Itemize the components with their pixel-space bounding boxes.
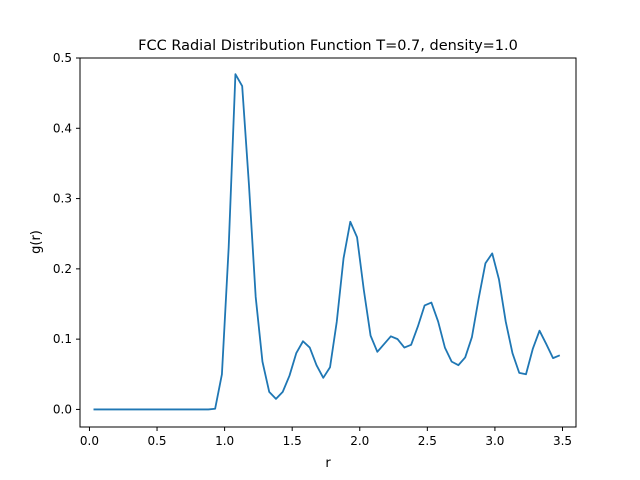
x-tick-label: 0.0	[80, 434, 99, 448]
x-tick-label: 0.5	[147, 434, 166, 448]
axes-frame	[79, 57, 577, 428]
y-tick-label: 0.4	[53, 121, 72, 135]
x-tick-label: 2.5	[418, 434, 437, 448]
series-line	[93, 73, 561, 411]
chart-title: FCC Radial Distribution Function T=0.7, …	[138, 38, 518, 54]
x-tick-label: 1.5	[283, 434, 302, 448]
x-axis-label: r	[325, 456, 331, 471]
plot-area: 0.0 0.5 1.0 1.5 2.0 2.5 3.0 3.5 0.0 0.1 0.2 0.3 0.4 0…	[53, 51, 577, 448]
y-tick-label: 0.0	[53, 402, 72, 416]
y-tick-label: 0.2	[53, 262, 72, 276]
y-tick-label: 0.1	[53, 332, 72, 346]
x-tick-label: 2.0	[350, 434, 369, 448]
y-tick-label: 0.3	[53, 192, 72, 206]
y-axis-label: g(r)	[29, 230, 44, 254]
x-tick-label: 3.0	[485, 434, 504, 448]
x-tick-label: 3.5	[553, 434, 572, 448]
x-tick-label: 1.0	[215, 434, 234, 448]
y-tick-label: 0.5	[53, 51, 72, 65]
